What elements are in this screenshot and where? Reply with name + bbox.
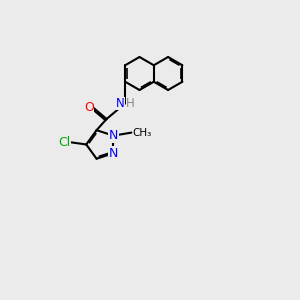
Text: N: N <box>109 147 118 160</box>
Text: CH₃: CH₃ <box>133 128 152 138</box>
Text: H: H <box>126 97 135 110</box>
Text: O: O <box>84 101 94 114</box>
Text: Cl: Cl <box>58 136 71 148</box>
Text: N: N <box>116 97 124 110</box>
Text: N: N <box>109 129 118 142</box>
